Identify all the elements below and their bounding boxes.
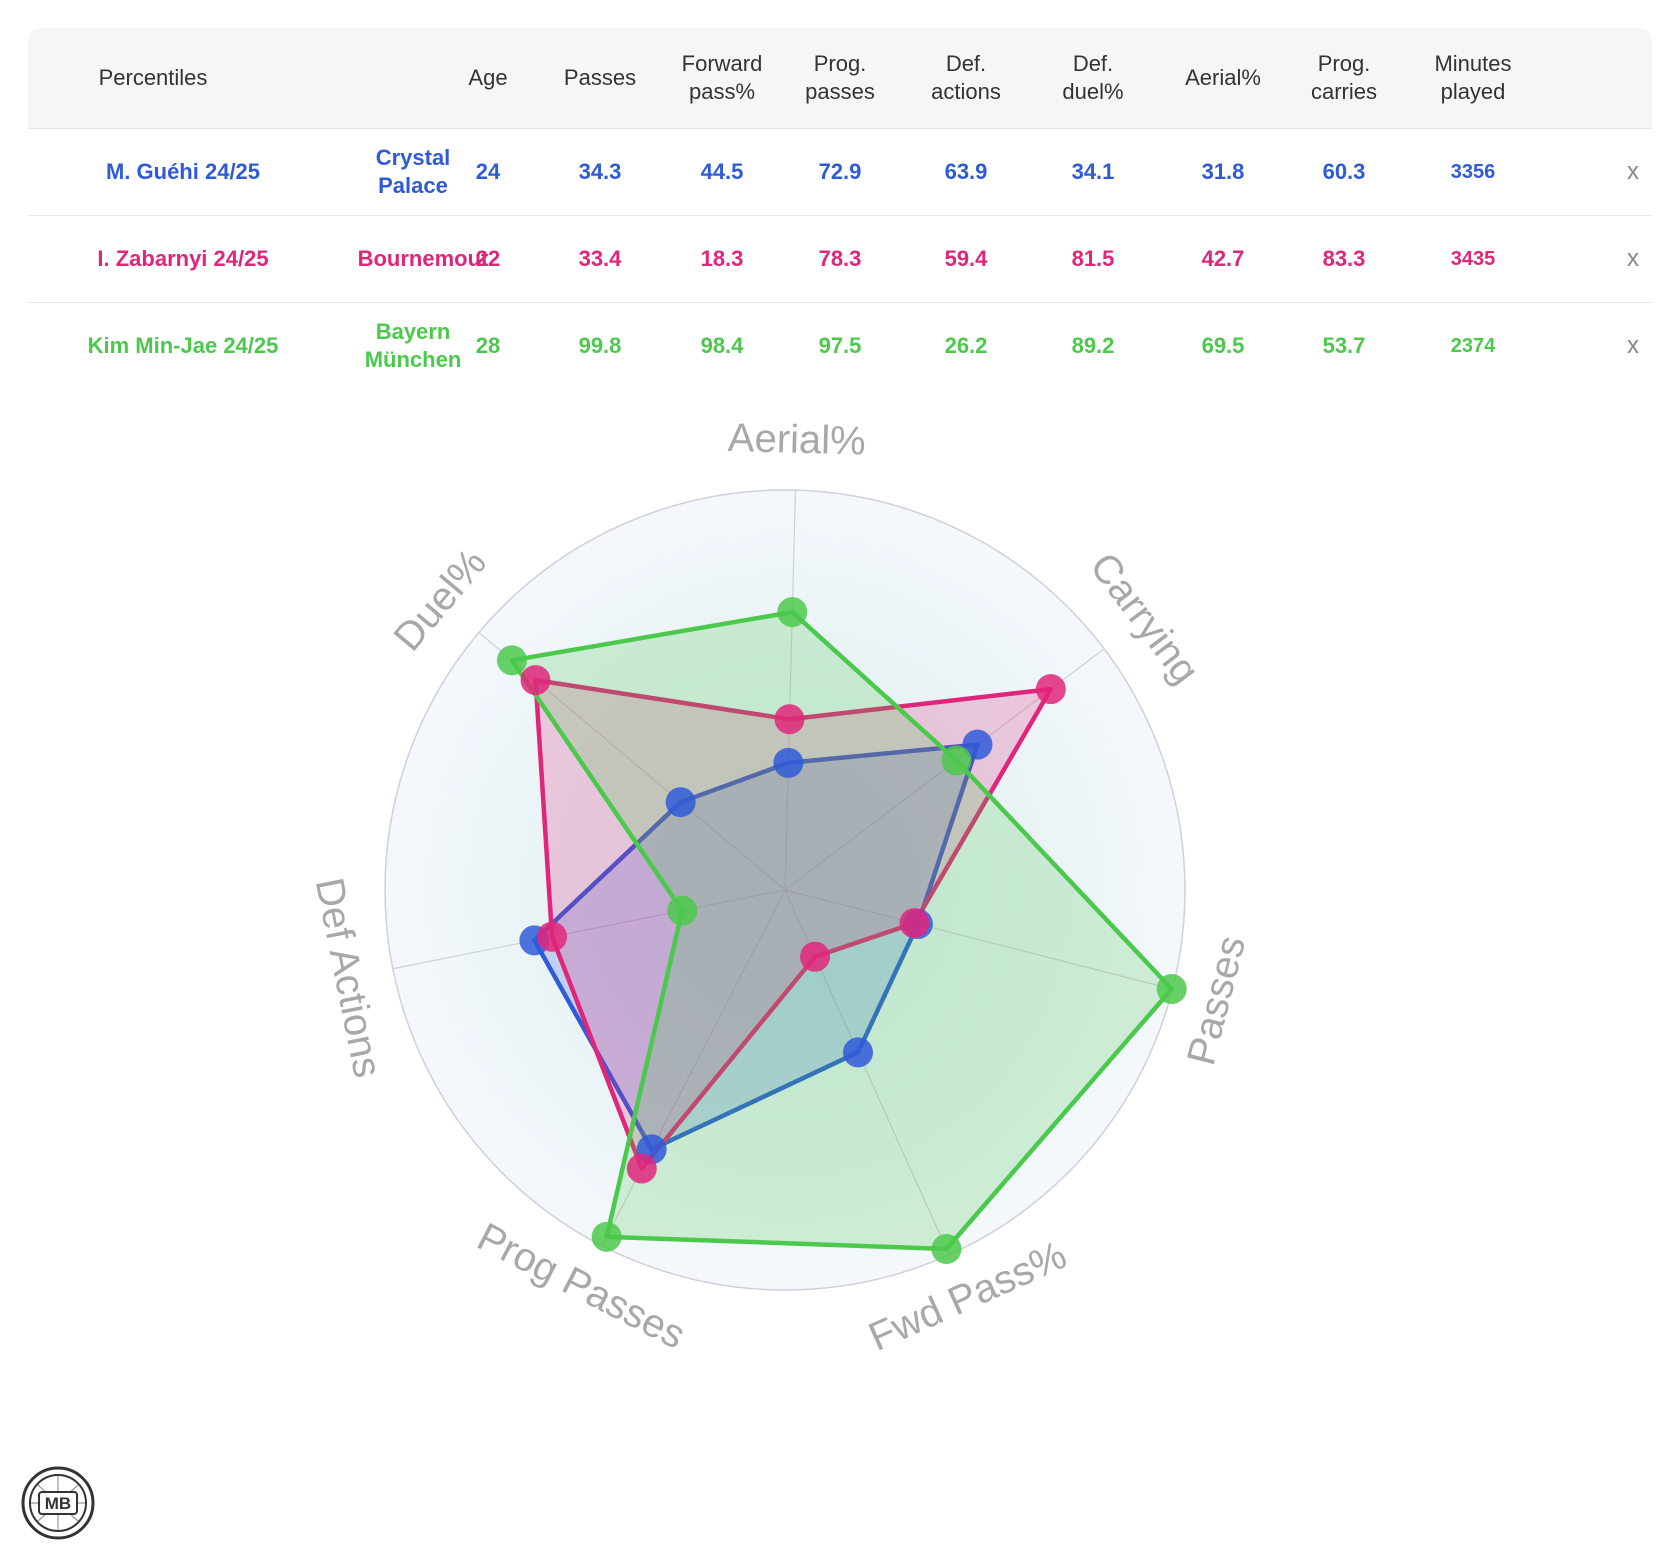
radar-spoke (784, 889, 1173, 990)
radar-point[interactable] (1035, 674, 1066, 705)
radar-axis-label: Passes (1179, 931, 1254, 1069)
def-duel-value: 89.2 (1071, 333, 1115, 358)
header-prog-carries: Prog. carries (1310, 51, 1377, 104)
def-duel-value: 34.1 (1071, 159, 1115, 184)
age-value: 24 (475, 159, 501, 184)
radar-point[interactable] (899, 908, 930, 939)
player-name[interactable]: M. Guéhi 24/25 (105, 159, 261, 184)
passes-value: 34.3 (578, 159, 622, 184)
radar-point[interactable] (496, 645, 527, 676)
forward-pass-value: 18.3 (700, 246, 744, 271)
radar-point[interactable] (1156, 973, 1187, 1004)
radar-spoke (601, 889, 786, 1246)
radar-spoke (784, 490, 797, 891)
minutes-value: 3435 (1450, 248, 1496, 270)
radar-point[interactable] (665, 787, 696, 818)
forward-pass-value: 44.5 (700, 159, 744, 184)
radar-series (496, 597, 1187, 1264)
header-minutes-played: Minutes played (1434, 51, 1512, 104)
table-row: I. Zabarnyi 24/25 Bournemout 22 33.4 18.… (28, 216, 1652, 303)
minutes-value: 3356 (1450, 161, 1496, 183)
radar-point[interactable] (962, 729, 993, 760)
radar-point[interactable] (773, 747, 804, 778)
prog-passes-value: 72.9 (818, 159, 862, 184)
radar-point[interactable] (667, 895, 698, 926)
aerial-value: 42.7 (1201, 246, 1245, 271)
logo-text: MB (45, 1494, 71, 1513)
def-actions-value: 63.9 (944, 159, 988, 184)
def-actions-value: 26.2 (944, 333, 988, 358)
prog-carries-value: 83.3 (1322, 246, 1366, 271)
def-actions-value: 59.4 (944, 246, 988, 271)
team-name: Bournemout (357, 246, 489, 271)
prog-passes-value: 97.5 (818, 333, 862, 358)
comparison-table: Percentiles Age Passes Forward pass% Pro… (28, 28, 1652, 389)
radar-axis-label: Aerial% (727, 416, 866, 464)
minutes-value: 2374 (1450, 335, 1496, 357)
radar-point[interactable] (843, 1037, 874, 1068)
table-row: Kim Min-Jae 24/25 Bayern München 28 99.8… (28, 303, 1652, 389)
table-header: Percentiles Age Passes Forward pass% Pro… (28, 28, 1652, 129)
radar-series-area (533, 677, 1054, 1171)
remove-row-button[interactable]: x (1627, 158, 1639, 185)
remove-row-button[interactable]: x (1627, 245, 1639, 272)
player-name[interactable]: Kim Min-Jae 24/25 (87, 333, 279, 358)
remove-row-button[interactable]: x (1627, 332, 1639, 359)
age-value: 22 (475, 246, 501, 271)
radar-point[interactable] (537, 921, 568, 952)
prog-carries-value: 60.3 (1322, 159, 1366, 184)
radar-spoke (392, 889, 786, 970)
header-def-duel: Def. duel% (1062, 51, 1124, 104)
mb-logo: MB (21, 1466, 95, 1540)
radar-point[interactable] (626, 1153, 657, 1184)
aerial-value: 69.5 (1201, 333, 1245, 358)
header-aerial: Aerial% (1185, 65, 1261, 90)
passes-value: 99.8 (578, 333, 622, 358)
team-name: Bayern München (364, 319, 462, 372)
header-def-actions: Def. actions (931, 51, 1001, 104)
radar-point[interactable] (774, 704, 805, 735)
radar-series-area (509, 609, 1174, 1252)
prog-passes-value: 78.3 (818, 246, 862, 271)
header-passes: Passes (563, 65, 637, 90)
prog-carries-value: 53.7 (1322, 333, 1366, 358)
radar-point[interactable] (931, 1233, 962, 1264)
radar-point[interactable] (520, 665, 551, 696)
forward-pass-value: 98.4 (700, 333, 744, 358)
header-prog-passes: Prog. passes (805, 51, 875, 104)
radar-point[interactable] (777, 597, 808, 628)
radar-point[interactable] (591, 1221, 622, 1252)
radar-axis-label: Def Actions (307, 874, 390, 1081)
team-name: Crystal Palace (375, 145, 451, 198)
header-percentiles: Percentiles (98, 65, 208, 90)
player-name[interactable]: I. Zabarnyi 24/25 (97, 246, 269, 271)
passes-value: 33.4 (578, 246, 622, 271)
def-duel-value: 81.5 (1071, 246, 1115, 271)
age-value: 28 (475, 333, 501, 358)
header-age: Age (468, 65, 508, 90)
table-row: M. Guéhi 24/25 Crystal Palace 24 34.3 44… (28, 129, 1652, 216)
header-forward-pass: Forward pass% (681, 51, 763, 104)
radar-point[interactable] (800, 941, 831, 972)
aerial-value: 31.8 (1201, 159, 1245, 184)
radar-point[interactable] (941, 745, 972, 776)
